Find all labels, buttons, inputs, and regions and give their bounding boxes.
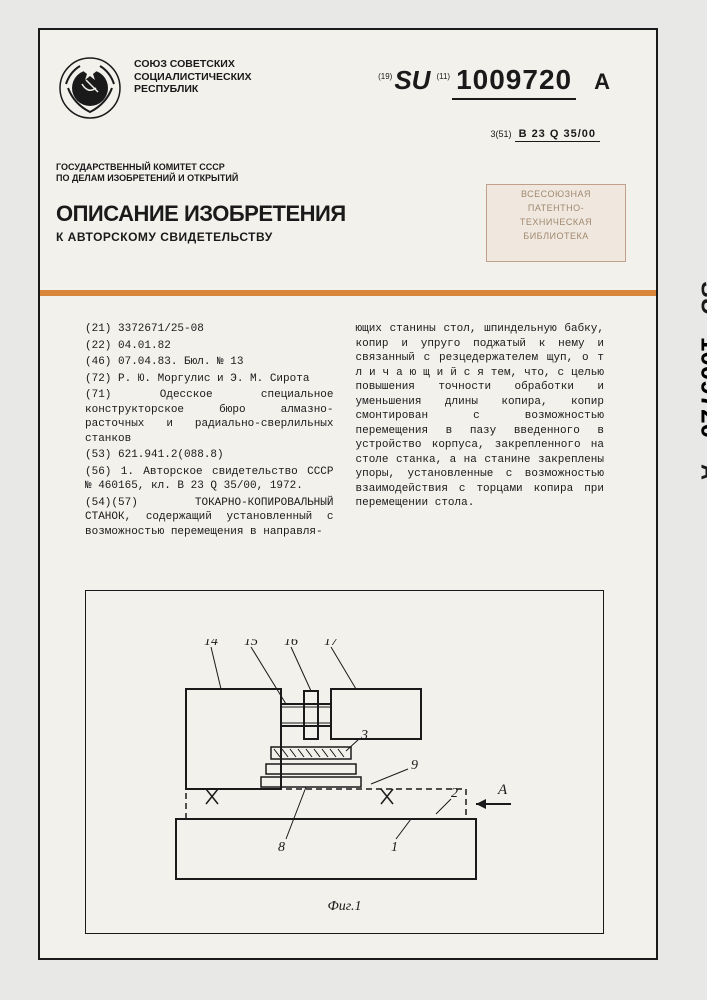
committee-name: ГОСУДАРСТВЕННЫЙ КОМИТЕТ СССР ПО ДЕЛАМ ИЗ… <box>56 162 286 184</box>
field-72: (72) Р. Ю. Моргулис и Э. М. Сирота <box>85 372 334 387</box>
organization-name: СОЮЗ СОВЕТСКИХ СОЦИАЛИСТИЧЕСКИХ РЕСПУБЛИ… <box>134 58 314 96</box>
field-53: (53) 621.941.2(088.8) <box>85 448 334 463</box>
field-71: (71) Одесское специальное конструкторско… <box>85 388 334 446</box>
classification: 3(51) В 23 Q 35/00 <box>490 128 600 140</box>
cls-label: 3(51) <box>490 129 511 139</box>
body-text: (21) 3372671/25-08 (22) 04.01.82 (46) 07… <box>85 322 604 541</box>
stamp-line: БИБЛИОТЕКА <box>487 231 625 241</box>
machine-diagram: 14 15 16 17 3 9 8 1 2 А <box>156 639 516 899</box>
svg-text:14: 14 <box>204 639 218 649</box>
patent-number: 1009720 <box>452 64 576 100</box>
divider-stripe <box>40 290 656 296</box>
patent-suffix: A <box>594 69 610 95</box>
library-stamp: ВСЕСОЮЗНАЯ ПАТЕНТНО- ТЕХНИЧЕСКАЯ БИБЛИОТ… <box>486 184 626 262</box>
su-label: SU <box>394 65 430 96</box>
side-patent-code: (19) SU (11) 1009720 A <box>694 266 707 480</box>
prefix-19: (19) <box>378 72 392 81</box>
stamp-line: ТЕХНИЧЕСКАЯ <box>487 217 625 227</box>
right-column: ющих станины стол, шпиндельную бабку, ко… <box>356 322 605 541</box>
field-46: (46) 07.04.83. Бюл. № 13 <box>85 355 334 370</box>
svg-text:15: 15 <box>244 639 258 649</box>
stamp-line: ПАТЕНТНО- <box>487 203 625 213</box>
subtitle: К АВТОРСКОМУ СВИДЕТЕЛЬСТВУ <box>56 230 273 244</box>
side-suffix: A <box>695 464 707 480</box>
svg-text:3: 3 <box>360 728 368 743</box>
field-22: (22) 04.01.82 <box>85 339 334 354</box>
svg-text:1: 1 <box>391 840 398 855</box>
figure-caption: Фиг.1 <box>327 899 361 915</box>
side-su: SU <box>694 282 707 315</box>
left-column: (21) 3372671/25-08 (22) 04.01.82 (46) 07… <box>85 322 334 541</box>
svg-text:16: 16 <box>284 639 298 649</box>
patent-page: СОЮЗ СОВЕТСКИХ СОЦИАЛИСТИЧЕСКИХ РЕСПУБЛИ… <box>38 28 658 960</box>
field-21: (21) 3372671/25-08 <box>85 322 334 337</box>
field-54-57: (54)(57) ТОКАРНО-КОПИРОВАЛЬНЫЙ СТАНОК, с… <box>85 496 334 540</box>
cls-value: В 23 Q 35/00 <box>515 128 600 142</box>
field-56: (56) 1. Авторское свидетельство СССР № 4… <box>85 465 334 494</box>
abstract-text: ющих станины стол, шпиндельную бабку, ко… <box>356 322 605 511</box>
svg-text:А: А <box>497 782 508 798</box>
header-section: СОЮЗ СОВЕТСКИХ СОЦИАЛИСТИЧЕСКИХ РЕСПУБЛИ… <box>56 46 640 286</box>
side-number: 1009720 <box>694 337 707 438</box>
svg-text:2: 2 <box>451 786 458 801</box>
main-title: ОПИСАНИЕ ИЗОБРЕТЕНИЯ <box>56 201 346 227</box>
svg-text:9: 9 <box>411 758 418 773</box>
svg-text:17: 17 <box>324 639 339 649</box>
ussr-emblem <box>56 54 124 122</box>
patent-code: (19) SU (11) 1009720 A <box>378 64 610 100</box>
svg-text:8: 8 <box>278 840 285 855</box>
prefix-11: (11) <box>436 72 450 81</box>
figure-frame: 14 15 16 17 3 9 8 1 2 А Фиг.1 <box>85 590 604 934</box>
stamp-line: ВСЕСОЮЗНАЯ <box>487 189 625 199</box>
